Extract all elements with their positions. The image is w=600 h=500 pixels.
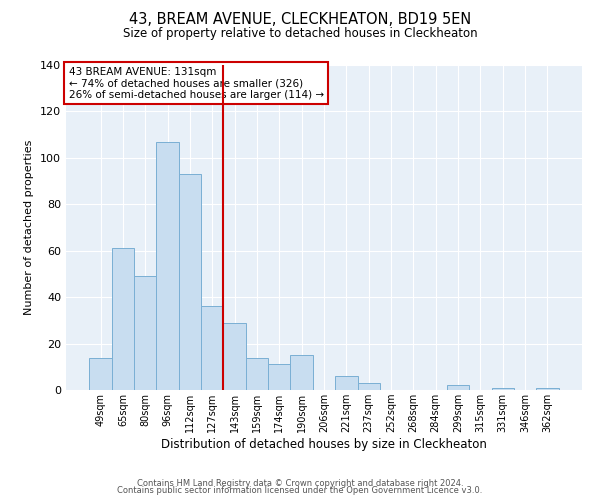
Bar (358, 383, 380, 390)
Bar (112, 248, 134, 390)
Bar (246, 358, 268, 390)
Y-axis label: Number of detached properties: Number of detached properties (25, 140, 34, 315)
Text: Contains HM Land Registry data © Crown copyright and database right 2024.: Contains HM Land Registry data © Crown c… (137, 478, 463, 488)
Bar (201, 306, 223, 390)
Bar (268, 364, 290, 390)
Text: Size of property relative to detached houses in Cleckheaton: Size of property relative to detached ho… (122, 28, 478, 40)
Text: 43 BREAM AVENUE: 131sqm
← 74% of detached houses are smaller (326)
26% of semi-d: 43 BREAM AVENUE: 131sqm ← 74% of detache… (68, 66, 324, 100)
Bar (223, 322, 246, 390)
Bar (89, 358, 112, 390)
Bar (491, 388, 514, 390)
Text: Contains public sector information licensed under the Open Government Licence v3: Contains public sector information licen… (118, 486, 482, 495)
Bar (179, 174, 201, 390)
Bar (290, 355, 313, 390)
X-axis label: Distribution of detached houses by size in Cleckheaton: Distribution of detached houses by size … (161, 438, 487, 451)
Bar (536, 388, 559, 390)
Text: 43, BREAM AVENUE, CLECKHEATON, BD19 5EN: 43, BREAM AVENUE, CLECKHEATON, BD19 5EN (129, 12, 471, 28)
Bar (447, 386, 469, 390)
Bar (335, 376, 358, 390)
Bar (134, 276, 157, 390)
Bar (157, 142, 179, 390)
